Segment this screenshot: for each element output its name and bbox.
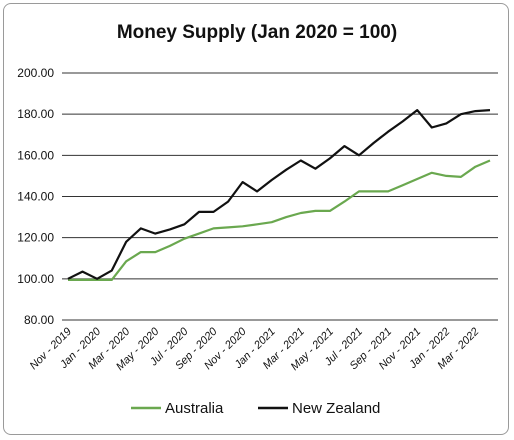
y-tick-label: 200.00 [17, 66, 54, 80]
series-line-australia [68, 159, 491, 281]
legend-label: Australia [165, 400, 224, 417]
legend-label: New Zealand [292, 400, 380, 417]
y-tick-label: 120.00 [17, 231, 54, 245]
series-line-new-zealand [67, 108, 491, 280]
series-lines [67, 108, 491, 281]
y-tick-label: 140.00 [17, 190, 54, 204]
chart-title: Money Supply (Jan 2020 = 100) [116, 22, 398, 43]
y-tick-label: 80.00 [24, 313, 54, 327]
legend: Australia New Zealand [131, 400, 380, 417]
gridlines [62, 72, 498, 321]
y-tick-label: 160.00 [17, 148, 54, 162]
y-tick-label: 100.00 [17, 272, 54, 286]
chart-frame [3, 3, 509, 435]
y-tick-labels: 80.00 100.00 120.00 140.00 160.00 180.00 200.0… [17, 66, 54, 327]
y-tick-label: 180.00 [17, 107, 54, 121]
